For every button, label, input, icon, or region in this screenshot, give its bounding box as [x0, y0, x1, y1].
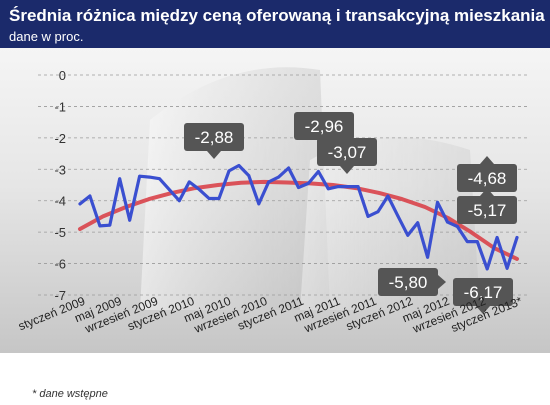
- data-point: [148, 175, 151, 179]
- data-point: [297, 186, 300, 189]
- value-callout: -6,17: [453, 278, 513, 314]
- y-tick-label: -1: [54, 99, 66, 114]
- value-callout: -5,80: [378, 268, 446, 296]
- data-point: [515, 236, 519, 239]
- data-point: [138, 174, 141, 178]
- data-point: [366, 215, 370, 218]
- data-point: [247, 174, 251, 177]
- data-point: [505, 266, 509, 270]
- data-point: [237, 164, 241, 167]
- callout-layer: -2,88 -2,96 -3,07 -5,80 -4,68 -5,17 -6,17: [184, 112, 517, 314]
- data-point: [307, 182, 310, 185]
- footnote: * dane wstępne: [32, 388, 108, 400]
- data-point: [326, 187, 330, 191]
- header-background: [0, 0, 550, 48]
- callout-pointer: [340, 166, 354, 174]
- callout-box: [378, 268, 438, 296]
- callout-box: [457, 196, 517, 224]
- y-tick-label: -5: [54, 225, 66, 240]
- data-point: [346, 185, 350, 188]
- data-point: [197, 188, 201, 191]
- value-callout: -4,68: [457, 156, 517, 192]
- y-tick-label: 0: [59, 68, 66, 83]
- data-point: [446, 220, 449, 224]
- chart-title: Średnia różnica między ceną oferowaną i …: [9, 6, 545, 25]
- data-point: [257, 202, 261, 206]
- callout-pointer: [480, 156, 494, 164]
- callout-box: [294, 112, 354, 140]
- data-point: [336, 185, 340, 188]
- callout-label: -2,88: [195, 128, 234, 147]
- callout-label: -6,17: [464, 283, 503, 302]
- callout-box: [184, 123, 244, 151]
- data-point: [267, 180, 271, 184]
- callout-label: -5,17: [468, 201, 507, 220]
- data-point: [495, 236, 499, 239]
- data-point: [376, 210, 380, 214]
- value-callout: -2,96: [294, 112, 354, 148]
- value-callout: -3,07: [317, 138, 377, 174]
- data-point: [406, 233, 410, 237]
- data-point: [485, 267, 489, 271]
- data-point: [217, 197, 221, 200]
- y-tick-label: -6: [54, 257, 66, 272]
- value-callout: -2,88: [184, 123, 244, 159]
- data-point: [386, 194, 390, 198]
- y-axis-ticks: 0 -1 -2 -3 -4 -5 -6 -7: [54, 68, 66, 303]
- data-point: [396, 214, 400, 218]
- callout-pointer: [207, 151, 221, 159]
- data-point: [187, 180, 191, 184]
- data-point: [128, 218, 132, 222]
- data-point: [177, 199, 181, 203]
- callout-box: [453, 278, 513, 306]
- callout-label: -5,80: [389, 273, 428, 292]
- y-tick-label: -4: [54, 194, 66, 209]
- data-point: [316, 170, 320, 173]
- data-point: [158, 177, 161, 181]
- data-point: [287, 166, 290, 170]
- data-point: [426, 255, 430, 259]
- data-point: [277, 175, 281, 179]
- callout-pointer: [480, 188, 494, 196]
- data-point: [356, 185, 360, 188]
- data-point: [475, 240, 479, 243]
- data-point: [78, 202, 82, 206]
- callout-pointer: [438, 275, 446, 289]
- data-point: [416, 221, 420, 225]
- callout-label: -2,96: [305, 117, 344, 136]
- data-point: [98, 224, 102, 228]
- data-point: [118, 177, 122, 181]
- value-callout: -5,17: [457, 188, 517, 224]
- chart-subtitle: dane w proc.: [9, 29, 83, 44]
- y-tick-label: -7: [54, 288, 66, 303]
- callout-label: -4,68: [468, 169, 507, 188]
- data-point: [167, 188, 171, 192]
- data-point: [465, 240, 469, 243]
- callout-box: [457, 164, 517, 192]
- data-point: [88, 194, 92, 198]
- data-point: [456, 225, 459, 228]
- series-layer: [78, 163, 519, 271]
- data-point: [436, 200, 439, 204]
- callout-label: -3,07: [328, 143, 367, 162]
- data-point: [207, 197, 211, 200]
- data-point: [227, 169, 231, 173]
- callout-pointer: [476, 306, 490, 314]
- y-tick-label: -2: [54, 131, 66, 146]
- y-tick-label: -3: [54, 162, 66, 177]
- callout-box: [317, 138, 377, 166]
- data-point: [108, 223, 112, 227]
